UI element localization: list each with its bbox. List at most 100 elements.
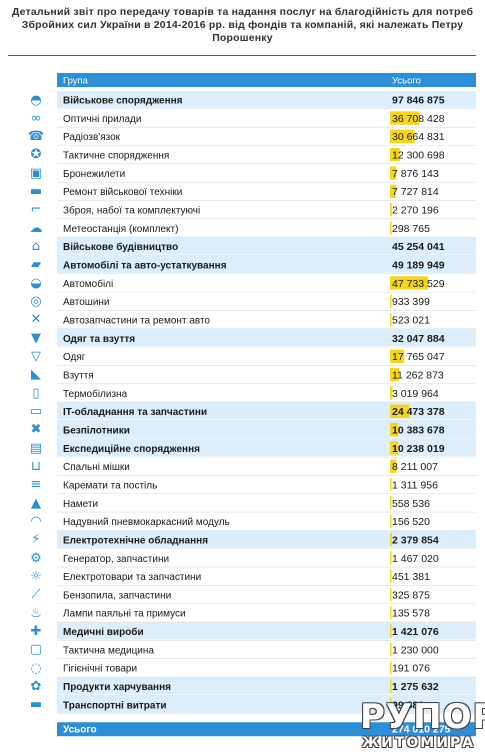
row-value: 1 230 000 — [392, 644, 439, 656]
row-label: Радіозв'язок — [63, 132, 121, 143]
watermark-top: РУПОР — [360, 697, 485, 737]
row-value: 1 311 956 — [392, 479, 438, 491]
row-label: Одяг — [63, 352, 86, 363]
bandage-icon: ▢ — [29, 642, 43, 658]
shirt-icon: ▽ — [31, 349, 41, 365]
gun-icon: ⌐ — [30, 202, 42, 218]
helmet-icon: ◓ — [30, 92, 42, 108]
category-row-bg — [57, 420, 476, 438]
chart-title: Детальний звіт про передачу товарів та н… — [11, 6, 474, 44]
row-label: Оптичні прилади — [63, 114, 141, 125]
value-bar — [390, 697, 392, 712]
car-icon: ◒ — [30, 275, 42, 291]
header-group-label: Група — [63, 76, 89, 87]
row-label: Спальні мішки — [63, 462, 130, 473]
food-icon: ✿ — [30, 679, 42, 695]
value-bar — [390, 569, 392, 583]
row-label: Автомобілі та авто-устаткування — [63, 259, 227, 271]
footer-total-label: Усього — [63, 725, 97, 736]
plug-icon: ⚡ — [31, 532, 41, 548]
row-label: Термобілизна — [63, 388, 128, 400]
value-bar — [390, 587, 392, 602]
row-label: Електротовари та запчастини — [63, 572, 201, 583]
category-row-bg — [57, 255, 476, 273]
tire-icon: ◎ — [30, 294, 42, 310]
value-bar — [390, 349, 405, 363]
medical-cross-icon: ✚ — [30, 624, 42, 640]
row-value: 2 379 854 — [392, 534, 439, 546]
vest-icon: ▣ — [29, 165, 43, 181]
value-bar — [390, 624, 392, 638]
tent-icon: ▲ — [31, 495, 41, 511]
row-label: Намети — [63, 499, 98, 510]
building-icon: ⌂ — [31, 239, 41, 255]
boot-icon: ◣ — [31, 367, 41, 383]
category-row-bg — [57, 237, 476, 255]
value-bar — [390, 551, 392, 565]
value-bar — [390, 441, 399, 455]
row-label: Бронежилети — [63, 169, 125, 180]
lamp-icon: ♨ — [30, 605, 42, 621]
row-label: IT-обладнання та запчастини — [63, 406, 207, 418]
value-bar — [390, 514, 392, 528]
row-label: Каремати та постіль — [63, 480, 157, 491]
value-bar — [390, 459, 397, 473]
row-value: 191 076 — [392, 663, 430, 675]
title-divider — [8, 55, 476, 56]
value-bar — [390, 294, 392, 308]
cloud-icon: ☁ — [29, 220, 43, 236]
row-value: 97 846 875 — [392, 95, 445, 107]
row-value: 3 019 964 — [392, 388, 439, 400]
laptop-icon: ▭ — [29, 404, 43, 420]
row-label: Надувний пневмокаркасний модуль — [63, 517, 230, 528]
value-bar — [390, 202, 392, 217]
value-bar — [390, 661, 392, 675]
row-value: 8 211 007 — [392, 461, 438, 473]
category-row-bg — [57, 329, 476, 347]
value-bar — [390, 367, 399, 382]
row-label: Безпілотники — [63, 425, 130, 436]
compass-icon: ✪ — [30, 147, 42, 163]
row-label: Автошини — [63, 297, 110, 308]
row-label: Ремонт військової техніки — [63, 187, 182, 198]
backpack-icon: ▤ — [29, 440, 43, 456]
van-icon: ▬ — [29, 697, 43, 713]
category-row-bg — [57, 695, 476, 713]
row-value: 99 889 — [392, 699, 424, 711]
row-label: Медичні вироби — [63, 626, 144, 638]
chainsaw-icon: ⟋ — [31, 587, 41, 603]
value-bar — [390, 404, 410, 418]
row-value: 523 021 — [392, 314, 430, 326]
value-bar — [390, 111, 420, 125]
truck-icon: ▰ — [31, 257, 41, 273]
row-label: Метеостанція (комплект) — [63, 224, 178, 235]
watermark-bottom: ЖИТОМИРА — [362, 735, 476, 751]
header-bar — [57, 73, 476, 87]
value-bar — [390, 184, 397, 198]
row-value: 36 708 428 — [392, 113, 445, 125]
row-label: Взуття — [63, 370, 94, 381]
row-label: Військове будівництво — [63, 241, 178, 253]
row-label: Продукти харчування — [63, 682, 171, 693]
category-row-bg — [57, 91, 476, 108]
bulb-icon: ☼ — [30, 569, 42, 585]
row-label: Гігієнічні товари — [63, 664, 137, 675]
row-label: Експедиційне спорядження — [63, 444, 200, 455]
value-bar — [390, 147, 400, 162]
row-value: 47 733 529 — [392, 278, 445, 290]
row-value: 24 473 378 — [392, 406, 445, 418]
value-bar — [390, 679, 392, 693]
row-label: Електротехнічне обладнання — [63, 534, 208, 546]
row-value: 933 399 — [392, 296, 430, 308]
tank-icon: ▬ — [29, 184, 43, 200]
row-value: 451 381 — [392, 571, 430, 583]
row-value: 32 047 884 — [392, 333, 445, 345]
category-row-bg — [57, 677, 476, 695]
row-value: 1 467 020 — [392, 553, 439, 565]
value-bar — [390, 166, 397, 180]
value-bar — [390, 312, 392, 327]
value-bar — [390, 129, 415, 143]
row-value: 1 421 076 — [392, 626, 439, 638]
value-bar — [390, 606, 392, 620]
